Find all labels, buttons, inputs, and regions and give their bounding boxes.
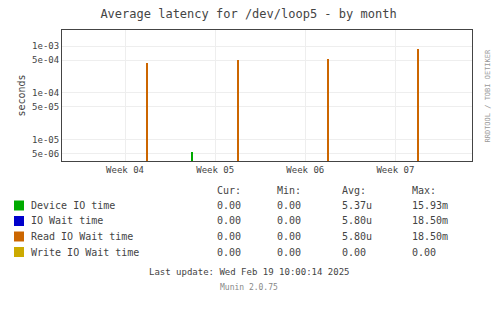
- svg-text:Week 04: Week 04: [106, 165, 144, 175]
- svg-text:5e-05: 5e-05: [32, 102, 59, 112]
- svg-text:0.00: 0.00: [217, 215, 241, 226]
- svg-text:Avg:: Avg:: [342, 185, 366, 196]
- svg-text:0.00: 0.00: [277, 200, 301, 211]
- svg-text:0.00: 0.00: [277, 247, 301, 258]
- svg-text:seconds: seconds: [16, 74, 27, 116]
- svg-text:0.00: 0.00: [217, 231, 241, 242]
- svg-text:IO Wait time: IO Wait time: [31, 215, 103, 226]
- svg-text:18.50m: 18.50m: [412, 215, 448, 226]
- svg-text:0.00: 0.00: [217, 247, 241, 258]
- svg-text:0.00: 0.00: [277, 215, 301, 226]
- svg-text:Max:: Max:: [412, 185, 436, 196]
- svg-text:Min:: Min:: [277, 185, 301, 196]
- svg-text:Average latency for /dev/loop5: Average latency for /dev/loop5 - by mont…: [100, 7, 396, 21]
- svg-text:Week 05: Week 05: [196, 165, 234, 175]
- svg-text:RRDTOOL / TOBI OETIKER: RRDTOOL / TOBI OETIKER: [484, 49, 492, 143]
- svg-text:5.80u: 5.80u: [342, 215, 372, 226]
- svg-text:Last update: Wed Feb 19 10:00:: Last update: Wed Feb 19 10:00:14 2025: [149, 267, 349, 277]
- svg-text:Device IO time: Device IO time: [31, 200, 115, 211]
- svg-text:Week 06: Week 06: [286, 165, 324, 175]
- svg-text:0.00: 0.00: [217, 200, 241, 211]
- svg-text:Cur:: Cur:: [217, 185, 241, 196]
- svg-text:Read IO Wait time: Read IO Wait time: [31, 231, 133, 242]
- svg-text:18.50m: 18.50m: [412, 231, 448, 242]
- svg-text:5.80u: 5.80u: [342, 231, 372, 242]
- svg-text:5e-06: 5e-06: [32, 149, 59, 159]
- svg-text:5.37u: 5.37u: [342, 200, 372, 211]
- svg-text:15.93m: 15.93m: [412, 200, 448, 211]
- svg-text:5e-04: 5e-04: [32, 55, 59, 65]
- svg-text:1e-05: 1e-05: [32, 135, 59, 145]
- svg-text:0.00: 0.00: [412, 247, 436, 258]
- svg-text:Write IO Wait time: Write IO Wait time: [31, 247, 139, 258]
- svg-text:1e-03: 1e-03: [32, 41, 59, 51]
- svg-text:0.00: 0.00: [277, 231, 301, 242]
- svg-text:Week 07: Week 07: [376, 165, 414, 175]
- svg-text:1e-04: 1e-04: [32, 88, 59, 98]
- svg-text:0.00: 0.00: [342, 247, 366, 258]
- svg-text:Munin 2.0.75: Munin 2.0.75: [220, 283, 278, 292]
